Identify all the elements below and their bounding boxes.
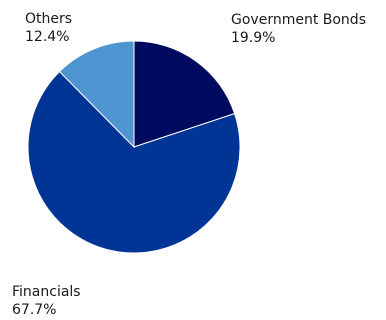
slice-label-financials: Financials 67.7%	[12, 283, 81, 319]
slice-value-financials: 67.7%	[12, 302, 57, 318]
slice-name-government-bonds: Government Bonds	[231, 12, 366, 28]
slice-name-others: Others	[25, 11, 73, 27]
slice-value-government-bonds: 19.9%	[231, 30, 276, 46]
slice-value-others: 12.4%	[25, 29, 70, 45]
slice-label-government-bonds: Government Bonds 19.9%	[231, 11, 366, 47]
slice-label-others: Others 12.4%	[25, 10, 72, 46]
pie-slice-others	[58, 40, 135, 149]
pie-slice-government-bonds	[133, 40, 236, 148]
slice-name-financials: Financials	[12, 284, 81, 300]
pie-slice-financials	[27, 70, 241, 254]
pie-slices	[27, 40, 241, 254]
